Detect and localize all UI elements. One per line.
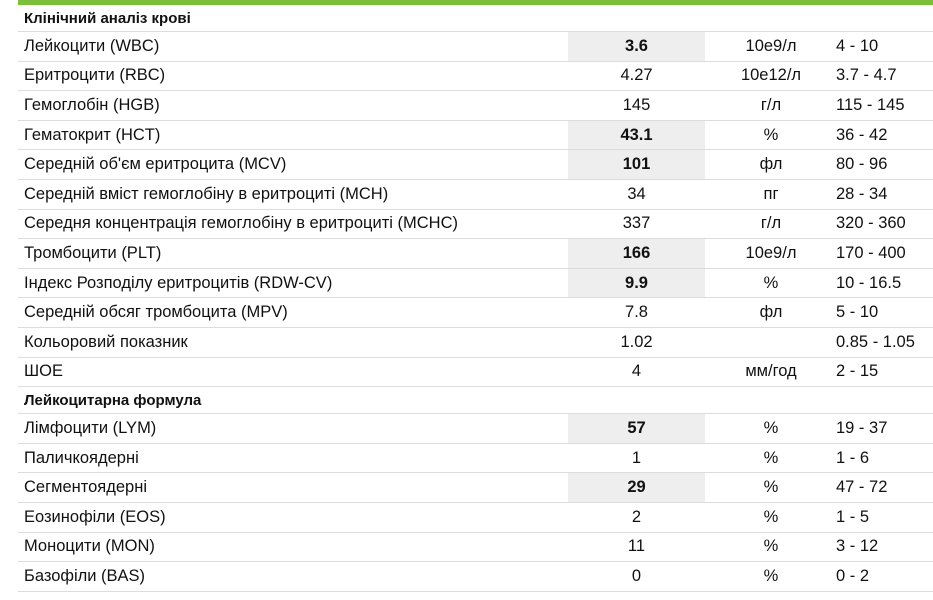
test-value: 0 [631,566,642,585]
test-value: 7.8 [625,303,648,322]
table-row: Середній обсяг тромбоцита (MPV) 7.8 фл 5 - … [18,298,933,328]
reference-range: 5 - 10 [836,303,879,322]
table-row: Еозинофіли (EOS) 2% 1 - 5 [18,503,933,533]
test-unit: % [763,418,779,437]
reference-range: 47 - 72 [836,478,888,497]
reference-range: 320 - 360 [836,214,906,233]
test-name: Гематокрит (HCT) [24,125,161,144]
test-name: Сегментоядерні [24,478,147,497]
test-value: 4 [631,362,642,381]
test-name: Середній обсяг тромбоцита (MPV) [24,303,288,322]
accent-bar [18,0,933,5]
test-name: Гемоглобін (HGB) [24,95,160,114]
test-unit: % [763,537,779,556]
reference-range: 3 - 12 [836,537,879,556]
reference-range: 170 - 400 [836,243,906,262]
table-row: Лімфоцити (LYM) 57% 19 - 37 [18,414,933,444]
reference-range: 115 - 145 [836,95,905,114]
test-name: Середній об'єм еритроцита (MCV) [24,155,287,174]
table-row: Паличкоядерні 1% 1 - 6 [18,444,933,474]
test-value: 145 [622,95,651,114]
test-unit: 10е12/л [740,66,802,85]
test-unit: % [763,273,779,292]
test-unit: % [763,125,779,144]
test-unit: 10е9/л [745,243,797,262]
test-name: Моноцити (MON) [24,537,155,556]
table-row: Тромбоцити (PLT) 166 10е9/л 170 - 400 [18,239,933,269]
test-value: 337 [622,214,651,233]
test-name: Кольоровий показник [24,332,188,351]
test-unit: 10е9/л [745,36,797,55]
test-value: 29 [568,473,705,502]
table-row: Середній вміст гемоглобіну в еритроциті … [18,180,933,210]
table-row: Середня концентрація гемоглобіну в еритр… [18,210,933,240]
section-title: Лейкоцитарна формула [18,387,933,415]
table-row: Еритроцити (RBC) 4.27 10е12/л 3.7 - 4.7 [18,62,933,92]
test-unit: г/л [760,95,782,114]
test-name: Лейкоцити (WBC) [24,36,160,55]
test-name: Еозинофіли (EOS) [24,507,166,526]
section-title: Клінічний аналіз крові [18,5,933,32]
reference-range: 1 - 5 [836,507,870,526]
test-value: 4.27 [620,66,653,85]
table-row: Кольоровий показник 1.02 0.85 - 1.05 [18,328,933,358]
reference-range: 28 - 34 [836,184,888,203]
table-row: Лейкоцити (WBC) 3.6 10е9/л 4 - 10 [18,32,933,62]
table-row: Сегментоядерні 29% 47 - 72 [18,473,933,503]
table-row: Гемоглобін (HGB) 145 г/л 115 - 145 [18,91,933,121]
test-value: 43.1 [568,120,705,150]
table-row: Гематокрит (HCT) 43.1% 36 - 42 [18,120,933,151]
reference-range: 2 - 15 [836,362,879,381]
test-unit [718,328,824,357]
test-value: 101 [568,150,705,179]
test-value: 166 [568,239,705,268]
reference-range: 3.7 - 4.7 [836,66,897,85]
reference-range: 0.85 - 1.05 [836,332,915,351]
table-row: Індекс Розподілу еритроцитів (RDW-CV) 9.9… [18,268,933,299]
test-value: 57 [568,414,705,443]
test-unit: % [763,566,779,585]
test-value: 1.02 [620,332,653,351]
test-value: 3.6 [568,32,705,61]
reference-range: 36 - 42 [836,125,888,144]
test-value: 2 [631,507,642,526]
blood-test-report: Клінічний аналіз крові Лейкоцити (WBC) 3.6… [18,5,933,592]
test-name: Індекс Розподілу еритроцитів (RDW-CV) [24,273,333,292]
test-name: Середній вміст гемоглобіну в еритроциті … [24,184,389,203]
reference-range: 80 - 96 [836,155,888,174]
test-unit: % [763,507,779,526]
test-name: Базофіли (BAS) [24,566,146,585]
test-unit: пг [763,184,779,203]
reference-range: 4 - 10 [836,36,879,55]
table-row: Базофіли (BAS) 0% 0 - 2 [18,562,933,592]
test-value: 9.9 [568,268,705,298]
test-unit: фл [759,303,783,322]
test-unit: % [763,448,779,467]
test-unit: мм/год [745,362,797,381]
test-name: Паличкоядерні [24,448,139,467]
test-name: Тромбоцити (PLT) [24,243,162,262]
table-row: Середній об'єм еритроцита (MCV) 101 фл 80 -… [18,150,933,180]
reference-range: 0 - 2 [836,566,870,585]
test-name: Еритроцити (RBC) [24,66,166,85]
test-name: Лімфоцити (LYM) [24,418,157,437]
test-unit: % [763,478,779,497]
test-value: 1 [631,448,642,467]
reference-range: 10 - 16.5 [836,273,902,292]
reference-range: 19 - 37 [836,418,888,437]
test-value: 11 [627,537,646,556]
test-unit: фл [759,155,783,174]
test-name: ШОЕ [24,362,63,381]
test-unit: г/л [760,214,782,233]
reference-range: 1 - 6 [836,448,870,467]
test-value: 34 [627,184,646,203]
table-row: Моноцити (MON) 11% 3 - 12 [18,533,933,563]
test-name: Середня концентрація гемоглобіну в еритр… [24,214,458,233]
table-row: ШОЕ 4 мм/год 2 - 15 [18,358,933,388]
